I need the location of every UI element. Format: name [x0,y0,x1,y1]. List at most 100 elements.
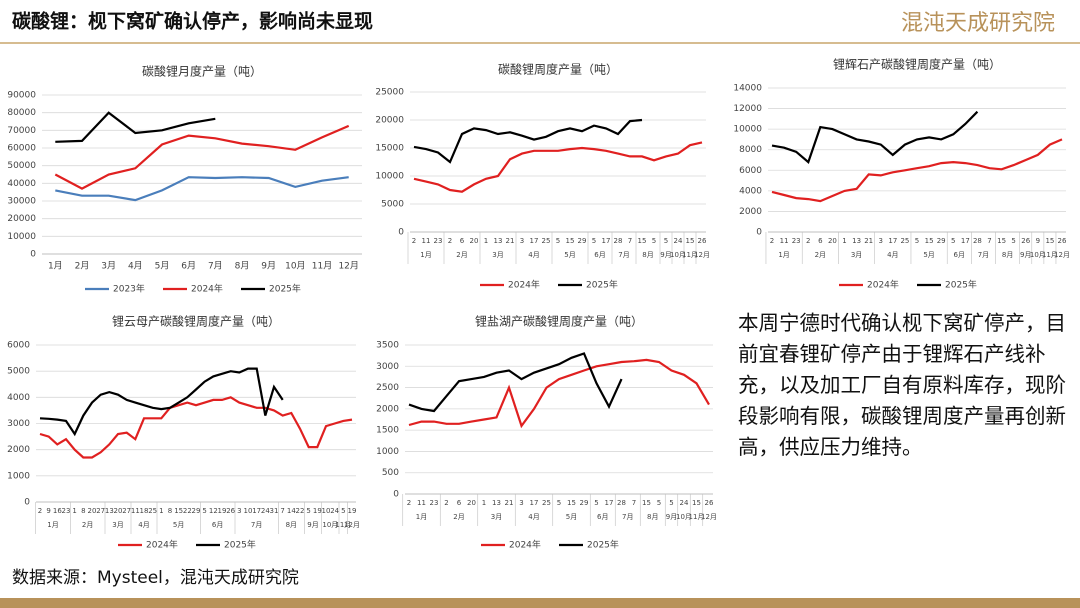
x-tick-label: 19 [218,507,227,515]
x-tick-label: 24 [330,507,339,515]
x-tick-label: 21 [864,237,873,245]
x-tick-label: 9 [46,507,50,515]
x-tick-label: 5 [1011,237,1015,245]
x-tick-label: 26 [1021,237,1030,245]
x-tick-label: 28 [617,499,626,507]
x-tick-label: 27 [122,507,131,515]
y-tick-label: 6000 [7,341,30,351]
x-tick-label: 15 [692,499,701,507]
x-tick-label: 12月 [338,261,358,272]
x-tick-label: 10 [322,507,331,515]
legend-label: 2025年 [945,279,977,291]
x-tick-label: 21 [506,237,515,245]
y-tick-label: 3500 [376,341,399,351]
series-line [771,138,1063,203]
x-tick-label: 21 [505,499,514,507]
y-tick-label: 14000 [733,84,762,94]
month-label: 6月 [212,521,223,529]
x-tick-label: 15 [1045,237,1054,245]
x-tick-label: 5 [556,237,560,245]
y-tick-label: 0 [756,228,762,238]
legend-label: 2024年 [508,279,540,291]
x-tick-label: 5 [592,237,596,245]
x-tick-label: 6 [457,499,462,507]
x-tick-label: 2 [38,507,42,515]
x-tick-label: 13 [494,237,503,245]
x-tick-label: 15 [566,237,575,245]
x-tick-label: 24 [674,237,683,245]
x-tick-label: 17 [961,237,970,245]
x-tick-label: 31 [270,507,279,515]
x-tick-label: 26 [1058,237,1067,245]
x-tick-label: 23 [430,499,439,507]
x-tick-label: 17 [888,237,897,245]
month-label: 10月 [322,521,338,529]
month-label: 8月 [642,251,653,259]
series-line [413,118,643,164]
x-tick-label: 23 [434,237,443,245]
x-tick-label: 15 [638,237,647,245]
month-label: 11月 [682,251,698,259]
x-tick-label: 28 [973,237,982,245]
x-tick-label: 3 [879,237,883,245]
legend-label: 2024年 [509,539,541,551]
y-tick-label: 8000 [739,145,762,155]
month-label: 6月 [597,513,608,521]
x-tick-label: 7 [628,237,632,245]
x-tick-label: 2月 [75,261,90,272]
month-label: 2月 [456,251,467,259]
chart-title: 碳酸锂周度产量（吨） [498,62,618,77]
month-label: 7月 [618,251,629,259]
month-label: 9月 [666,513,677,521]
y-tick-label: 5000 [7,367,30,377]
x-tick-label: 2 [407,499,411,507]
y-tick-label: 4000 [7,393,30,403]
series-line [413,141,703,193]
series-line [39,396,353,459]
y-tick-label: 80000 [7,108,36,118]
month-label: 6月 [594,251,605,259]
month-label: 1月 [416,513,427,521]
x-tick-label: 29 [578,237,587,245]
x-tick-label: 24 [680,499,689,507]
y-tick-label: 0 [30,250,36,260]
x-tick-label: 1 [482,499,486,507]
x-tick-label: 3 [519,499,523,507]
legend-label: 2024年 [146,539,178,551]
y-tick-label: 500 [382,468,399,478]
x-tick-label: 15 [925,237,934,245]
x-tick-label: 1 [484,237,488,245]
x-tick-label: 5 [652,237,656,245]
x-tick-label: 5 [951,237,955,245]
month-label: 12月 [344,521,360,529]
x-tick-label: 2 [444,499,448,507]
x-tick-label: 5 [915,237,919,245]
x-tick-label: 15 [642,499,651,507]
legend-label: 2025年 [587,539,619,551]
y-tick-label: 1000 [7,471,30,481]
month-label: 3月 [851,251,862,259]
y-tick-label: 20000 [7,214,36,224]
x-tick-label: 16 [53,507,62,515]
y-tick-label: 50000 [7,161,36,171]
month-label: 4月 [528,251,539,259]
month-label: 12月 [1054,251,1070,259]
month-label: 2月 [82,521,93,529]
x-tick-label: 19 [313,507,322,515]
month-label: 9月 [1020,251,1031,259]
y-tick-label: 4000 [739,186,762,196]
month-label: 9月 [660,251,671,259]
x-tick-label: 15 [997,237,1006,245]
x-tick-label: 28 [614,237,623,245]
series-line [54,124,350,190]
x-tick-label: 24 [261,507,270,515]
note: 本周宁德时代确认枧下窝矿停产，目前宜春锂矿停产由于锂辉石产线补充，以及加工厂自有… [738,311,1066,459]
month-label: 11月 [689,513,705,521]
x-tick-label: 5 [306,507,310,515]
x-tick-label: 1 [72,507,76,515]
month-label: 3月 [491,513,502,521]
y-tick-label: 25000 [375,88,404,98]
x-tick-label: 17 [530,237,539,245]
slide-title: 碳酸锂：枧下窝矿确认停产，影响尚未显现 [12,10,373,33]
